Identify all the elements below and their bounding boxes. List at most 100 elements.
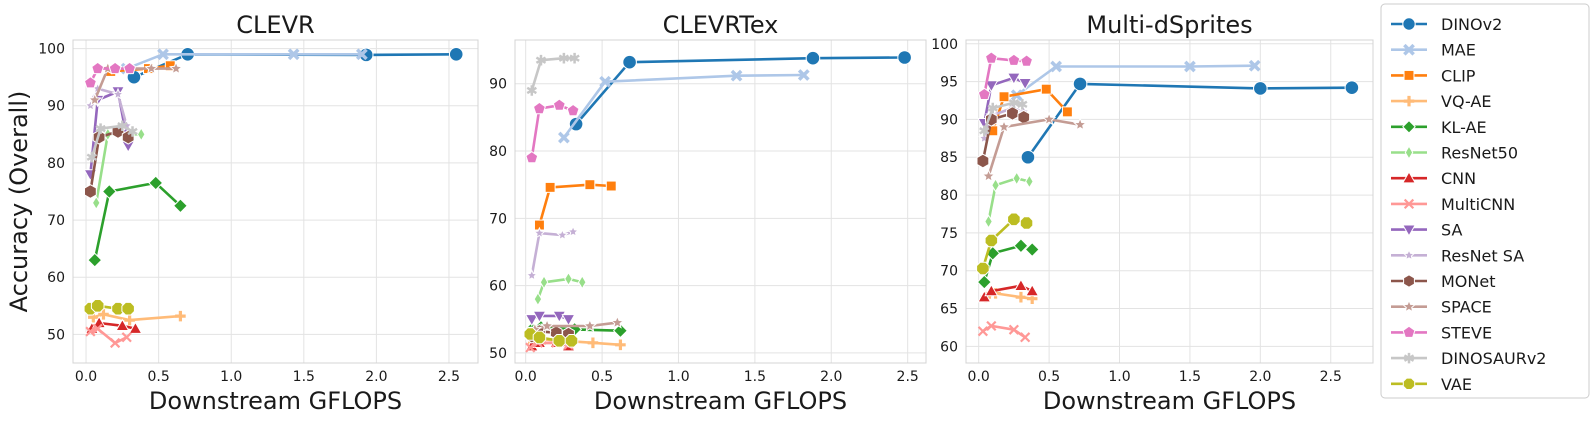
data-point bbox=[1019, 216, 1034, 230]
data-point bbox=[128, 321, 143, 334]
series-space bbox=[981, 111, 1088, 183]
series-clip bbox=[533, 179, 617, 231]
x-axis-label: Downstream GFLOPS bbox=[1043, 387, 1296, 415]
legend-item-vae: VAE bbox=[1391, 375, 1472, 394]
y-tick-label: 50 bbox=[489, 346, 507, 362]
y-tick-label: 100 bbox=[931, 37, 958, 53]
data-point bbox=[566, 103, 580, 117]
series-dinosaurv2 bbox=[979, 97, 1028, 137]
data-point bbox=[539, 275, 549, 290]
legend-item-multicnn: MultiCNN bbox=[1391, 195, 1515, 214]
data-point bbox=[148, 175, 164, 191]
data-point bbox=[1050, 60, 1063, 73]
data-point bbox=[1007, 53, 1021, 66]
series-steve bbox=[525, 98, 580, 164]
legend-label: KL-AE bbox=[1441, 118, 1487, 137]
data-point bbox=[558, 131, 570, 144]
data-point bbox=[123, 61, 137, 75]
legend-marker bbox=[1403, 95, 1415, 107]
data-point bbox=[599, 75, 612, 88]
data-point bbox=[1061, 106, 1073, 118]
legend-label: CLIP bbox=[1441, 66, 1476, 85]
panel-multi-dsprites: 0.0 0.5 1.0 1.5 2.0 2.5 60 65 70 75 80 85 90 95 100 Mul… bbox=[931, 11, 1374, 415]
x-tick-label: 1.0 bbox=[1108, 369, 1130, 385]
data-point bbox=[524, 314, 539, 327]
legend-marker bbox=[1403, 352, 1415, 364]
series-line bbox=[983, 56, 1027, 95]
data-point bbox=[552, 310, 567, 324]
data-point bbox=[136, 127, 146, 142]
series-clip bbox=[987, 83, 1073, 137]
data-point bbox=[977, 326, 989, 337]
data-point bbox=[564, 271, 573, 287]
data-point bbox=[121, 332, 132, 343]
data-point bbox=[1008, 97, 1020, 109]
legend-marker bbox=[1403, 198, 1415, 210]
x-tick-label: 0.5 bbox=[591, 369, 613, 385]
data-point bbox=[95, 123, 106, 134]
series-mae bbox=[120, 48, 368, 75]
legend-marker bbox=[1401, 299, 1417, 313]
data-point bbox=[552, 334, 567, 348]
x-tick-label: 2.5 bbox=[1320, 369, 1342, 385]
data-point bbox=[121, 301, 135, 316]
data-point bbox=[1015, 291, 1027, 303]
x-tick-label: 2.5 bbox=[438, 369, 460, 385]
legend-item-dinov2: DINOv2 bbox=[1391, 15, 1502, 34]
series-dinov2 bbox=[568, 50, 912, 132]
series-line bbox=[562, 73, 804, 139]
data-point bbox=[1017, 99, 1028, 110]
data-point bbox=[124, 314, 135, 326]
legend-label: VQ-AE bbox=[1441, 92, 1491, 111]
series-line bbox=[89, 67, 130, 84]
y-tick-label: 95 bbox=[940, 75, 958, 91]
series-line bbox=[538, 183, 612, 226]
legend-label: ResNet SA bbox=[1441, 246, 1524, 265]
data-point bbox=[587, 337, 599, 349]
panel-clevrtex: 0.0 0.5 1.0 1.5 2.0 2.5 50 60 70 80 90 CLEVRTex Down… bbox=[489, 11, 927, 415]
data-point bbox=[168, 61, 184, 75]
series-multicnn bbox=[85, 323, 132, 349]
series-vae bbox=[976, 212, 1034, 276]
data-point bbox=[1006, 72, 1021, 86]
y-tick-label: 60 bbox=[47, 270, 65, 286]
data-point bbox=[1072, 117, 1088, 131]
legend-item-vq-ae: VQ-AE bbox=[1391, 92, 1491, 111]
series-steve bbox=[977, 51, 1034, 100]
series-line bbox=[987, 177, 1030, 222]
x-tick-label: 1.5 bbox=[1179, 369, 1201, 385]
series-resnet50 bbox=[533, 271, 587, 307]
grid bbox=[73, 40, 478, 363]
series-line bbox=[93, 181, 182, 261]
data-point bbox=[561, 314, 576, 327]
data-point bbox=[84, 99, 97, 112]
y-tick-label: 75 bbox=[940, 226, 958, 242]
data-point bbox=[91, 61, 105, 75]
series-line bbox=[983, 76, 1026, 124]
x-tick-label: 1.5 bbox=[293, 369, 315, 385]
legend-frame bbox=[1380, 3, 1590, 399]
y-tick-label: 70 bbox=[47, 213, 65, 229]
y-tick-label: 60 bbox=[489, 279, 507, 295]
data-point bbox=[535, 54, 547, 66]
data-point bbox=[117, 120, 128, 132]
legend-item-clip: CLIP bbox=[1391, 66, 1476, 85]
data-point bbox=[101, 183, 117, 200]
legend-item-cnn: CNN bbox=[1391, 169, 1476, 188]
series-monet bbox=[976, 106, 1031, 169]
data-point bbox=[539, 318, 555, 333]
data-point bbox=[622, 54, 637, 70]
legend-label: STEVE bbox=[1441, 323, 1492, 342]
data-point bbox=[610, 315, 625, 329]
data-point bbox=[1020, 54, 1034, 67]
legend-label: SA bbox=[1441, 221, 1462, 240]
y-tick-label: 70 bbox=[489, 211, 507, 227]
data-point bbox=[1184, 60, 1196, 73]
legend-label: ResNet50 bbox=[1441, 144, 1518, 163]
data-point bbox=[1253, 81, 1268, 96]
series-line bbox=[536, 277, 583, 300]
legend-label: VAE bbox=[1441, 375, 1472, 394]
series-line bbox=[530, 104, 574, 158]
data-point bbox=[1007, 212, 1021, 227]
